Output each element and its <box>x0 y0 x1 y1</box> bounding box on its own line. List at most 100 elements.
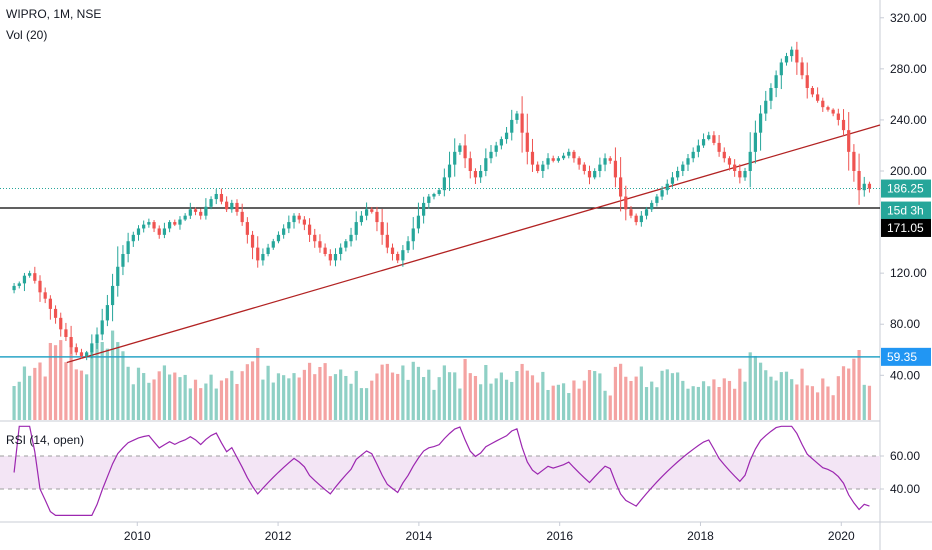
candle-body <box>826 107 830 110</box>
volume-bar <box>701 381 706 420</box>
volume-bar <box>95 343 99 420</box>
candle-body <box>105 305 109 321</box>
volume-bar <box>826 386 830 420</box>
volume-bar <box>727 380 732 420</box>
candle-body <box>354 222 358 235</box>
candle-body <box>743 171 747 178</box>
candle-body <box>28 273 32 276</box>
volume-bar <box>396 373 400 420</box>
candle-body <box>178 219 182 225</box>
time-tick-label: 2014 <box>406 529 433 543</box>
candle-body <box>841 119 846 131</box>
candle-body <box>22 275 27 284</box>
candle-body <box>95 334 99 344</box>
volume-bar <box>427 369 431 420</box>
candle-body <box>530 151 535 165</box>
candle-body <box>613 160 618 178</box>
candle-body <box>333 254 338 261</box>
volume-bar <box>453 372 457 420</box>
volume-bar <box>406 379 410 420</box>
volume-bar <box>758 362 763 420</box>
candle-body <box>142 224 146 229</box>
volume-bar <box>551 385 555 420</box>
candle-body <box>681 164 685 171</box>
price-tick-label: 240.00 <box>890 113 927 127</box>
candle-body <box>468 158 472 171</box>
candle-body <box>85 352 89 357</box>
candle-body <box>634 215 638 223</box>
candle-body <box>489 151 493 159</box>
candle-body <box>541 164 545 171</box>
volume-bar <box>85 374 89 420</box>
volume-bar <box>344 375 348 420</box>
volume-bar <box>862 384 866 420</box>
candle-body <box>733 164 737 171</box>
candle-body <box>74 347 78 353</box>
volume-bar <box>831 395 835 420</box>
candle-body <box>131 234 135 242</box>
candle-body <box>390 247 395 254</box>
candle-body <box>90 343 94 353</box>
candle-body <box>790 49 794 57</box>
volume-bar <box>489 383 493 420</box>
candle-body <box>204 206 208 216</box>
candle-body <box>38 280 42 293</box>
volume-bar <box>520 363 524 420</box>
volume-bar <box>142 373 146 420</box>
volume-bar <box>795 384 799 420</box>
volume-bar <box>815 392 820 420</box>
volume-bar <box>193 379 198 420</box>
candle-body <box>240 211 244 223</box>
candle-body <box>188 209 192 216</box>
volume-bar <box>359 388 364 420</box>
volume-bar <box>230 370 234 420</box>
volume-bar <box>209 374 213 420</box>
volume-bar <box>468 373 472 420</box>
price-tick-label: 200.00 <box>890 164 927 178</box>
volume-level-badge-bg <box>881 347 931 366</box>
volume-bar <box>525 370 529 420</box>
volume-bar <box>810 386 815 420</box>
volume-bar <box>432 389 436 420</box>
volume-bar <box>173 372 177 420</box>
volume-bar <box>126 366 130 420</box>
candle-body <box>691 151 695 159</box>
volume-bar <box>624 376 628 420</box>
volume-bar <box>603 390 607 420</box>
candle-body <box>463 145 467 159</box>
candle-body <box>152 222 156 229</box>
volume-bar <box>313 374 317 420</box>
candle-body <box>784 56 789 63</box>
volume-bar <box>536 382 540 420</box>
volume-level-badge: 59.35 <box>887 350 917 364</box>
volume-bar <box>473 375 478 420</box>
volume-bar <box>188 388 192 420</box>
candle-body <box>147 222 151 225</box>
volume-bar <box>650 381 654 420</box>
candle-body <box>670 177 675 184</box>
price-tick-label: 40.00 <box>890 368 920 382</box>
candle-body <box>805 75 809 88</box>
volume-bar <box>852 358 856 420</box>
volume-bar <box>634 376 638 420</box>
candle-body <box>64 329 68 337</box>
volume-bar <box>17 381 21 420</box>
candle-body <box>219 193 224 202</box>
volume-bar <box>28 375 32 420</box>
candle-body <box>582 164 586 171</box>
volume-bar <box>582 380 586 420</box>
volume-bar <box>494 378 498 420</box>
volume-bar <box>753 355 757 420</box>
volume-bar <box>712 379 716 420</box>
volume-bar <box>245 364 249 420</box>
volume-bar <box>110 330 115 420</box>
volume-bar <box>769 376 773 420</box>
candle-body <box>287 222 291 229</box>
candle-body <box>536 164 540 171</box>
volume-bar <box>691 386 695 420</box>
candle-body <box>173 222 177 225</box>
candle-body <box>297 215 301 220</box>
volume-bar <box>774 380 778 420</box>
volume-bar <box>136 367 141 420</box>
